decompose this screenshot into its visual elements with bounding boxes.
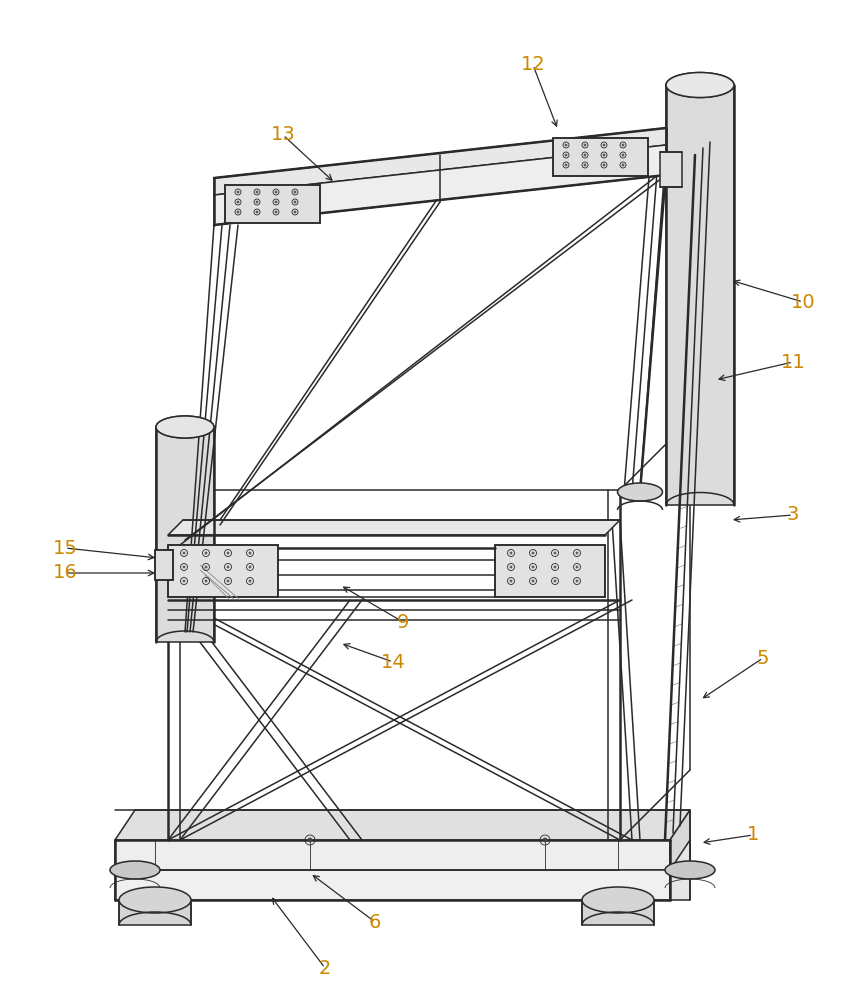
Polygon shape	[115, 870, 670, 900]
Circle shape	[294, 191, 296, 193]
Text: 16: 16	[52, 564, 77, 582]
Polygon shape	[670, 810, 690, 870]
Ellipse shape	[666, 73, 734, 98]
Circle shape	[532, 580, 534, 582]
Polygon shape	[666, 85, 734, 505]
Circle shape	[622, 154, 624, 156]
Circle shape	[576, 566, 578, 568]
Circle shape	[227, 566, 229, 568]
Text: 10: 10	[790, 292, 815, 312]
Circle shape	[294, 201, 296, 203]
Circle shape	[275, 201, 277, 203]
Polygon shape	[582, 900, 654, 925]
Circle shape	[584, 154, 586, 156]
Ellipse shape	[156, 416, 214, 438]
Ellipse shape	[582, 887, 654, 913]
Circle shape	[275, 211, 277, 213]
Ellipse shape	[119, 887, 191, 913]
Circle shape	[256, 201, 258, 203]
Circle shape	[308, 838, 312, 842]
Circle shape	[565, 164, 567, 166]
Circle shape	[510, 580, 512, 582]
Circle shape	[554, 566, 556, 568]
Circle shape	[256, 191, 258, 193]
Circle shape	[227, 580, 229, 582]
Circle shape	[576, 552, 578, 554]
Polygon shape	[214, 145, 666, 225]
Circle shape	[622, 144, 624, 146]
Circle shape	[603, 144, 605, 146]
Circle shape	[565, 154, 567, 156]
Polygon shape	[168, 520, 620, 535]
Circle shape	[532, 566, 534, 568]
Text: 9: 9	[396, 612, 409, 632]
Circle shape	[603, 164, 605, 166]
Text: 14: 14	[381, 652, 405, 672]
Polygon shape	[168, 545, 278, 597]
Polygon shape	[660, 152, 682, 187]
Circle shape	[183, 552, 185, 554]
Text: 2: 2	[319, 958, 331, 978]
Circle shape	[532, 552, 534, 554]
Text: 5: 5	[757, 648, 769, 668]
Ellipse shape	[617, 483, 662, 501]
Circle shape	[227, 552, 229, 554]
Circle shape	[237, 201, 239, 203]
Circle shape	[510, 566, 512, 568]
Polygon shape	[119, 900, 191, 925]
Polygon shape	[495, 545, 605, 597]
Circle shape	[249, 552, 251, 554]
Circle shape	[237, 191, 239, 193]
Circle shape	[205, 552, 207, 554]
Circle shape	[584, 164, 586, 166]
Polygon shape	[553, 138, 648, 176]
Text: 12: 12	[520, 55, 545, 75]
Circle shape	[205, 566, 207, 568]
Circle shape	[554, 552, 556, 554]
Polygon shape	[156, 427, 214, 642]
Text: 11: 11	[781, 353, 805, 371]
Ellipse shape	[665, 861, 715, 879]
Circle shape	[543, 838, 547, 842]
Circle shape	[183, 580, 185, 582]
Ellipse shape	[666, 73, 734, 98]
Ellipse shape	[110, 861, 160, 879]
Text: 1: 1	[746, 826, 759, 844]
Circle shape	[256, 211, 258, 213]
Circle shape	[584, 144, 586, 146]
Circle shape	[603, 154, 605, 156]
Circle shape	[294, 211, 296, 213]
Polygon shape	[115, 810, 690, 840]
Circle shape	[249, 566, 251, 568]
Circle shape	[249, 580, 251, 582]
Polygon shape	[115, 840, 670, 870]
Circle shape	[510, 552, 512, 554]
Circle shape	[275, 191, 277, 193]
Text: 3: 3	[787, 506, 799, 524]
Ellipse shape	[156, 416, 214, 438]
Circle shape	[576, 580, 578, 582]
Circle shape	[237, 211, 239, 213]
Polygon shape	[225, 185, 320, 223]
Circle shape	[183, 566, 185, 568]
Polygon shape	[670, 840, 690, 900]
Polygon shape	[155, 550, 173, 580]
Polygon shape	[214, 128, 666, 195]
Text: 15: 15	[52, 538, 77, 558]
Circle shape	[565, 144, 567, 146]
Circle shape	[205, 580, 207, 582]
Circle shape	[622, 164, 624, 166]
Text: 6: 6	[369, 912, 381, 932]
Circle shape	[554, 580, 556, 582]
Text: 13: 13	[271, 125, 295, 144]
